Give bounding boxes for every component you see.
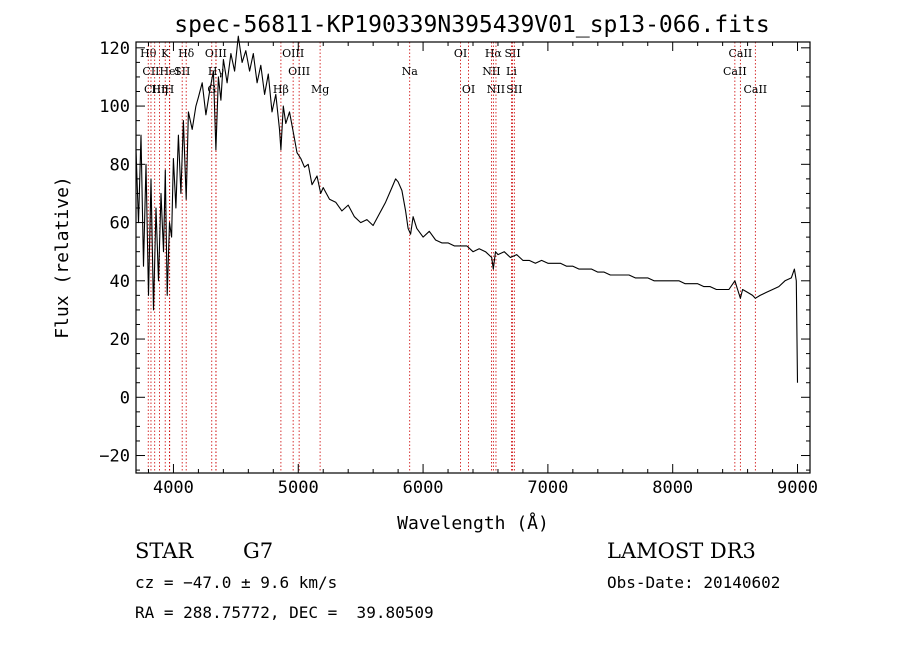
line-label-16: Na (402, 65, 419, 78)
line-label-18: OI (462, 83, 475, 96)
subclass: G7 (243, 539, 274, 563)
y-tick-label: 60 (110, 214, 130, 234)
object-class: STAR (135, 539, 194, 563)
redshift-velocity: cz = −47.0 ± 9.6 km/s (135, 573, 338, 592)
x-tick-label: 4000 (153, 478, 194, 498)
line-label-4: K (161, 47, 170, 60)
coordinates: RA = 288.75772, DEC = 39.80509 (135, 603, 434, 622)
line-label-22: SII (504, 47, 520, 60)
chart-title: spec-56811-KP190339N395439V01_sp13-066.f… (174, 12, 769, 38)
line-label-12: Hβ (273, 83, 289, 96)
line-label-7: SII (174, 65, 190, 78)
y-tick-label: 120 (99, 39, 130, 59)
line-label-14: OIII (288, 65, 310, 78)
x-tick-label: 5000 (278, 478, 319, 498)
x-tick-label: 6000 (403, 478, 444, 498)
line-label-6: H (165, 83, 175, 96)
y-tick-label: 80 (110, 155, 130, 175)
line-label-2: CIII (144, 83, 165, 96)
y-tick-label: 20 (110, 330, 130, 350)
line-label-26: CaII (723, 65, 747, 78)
line-label-11: G (207, 83, 216, 96)
line-label-13: OIII (282, 47, 304, 60)
line-label-8: Hδ (178, 47, 195, 60)
y-tick-label: 40 (110, 272, 130, 292)
line-label-3: Hη (151, 83, 167, 96)
line-label-23: Li (506, 65, 517, 78)
observation-date: Obs-Date: 20140602 (607, 573, 781, 592)
line-label-0: Hθ (140, 47, 157, 60)
line-label-19: Hα (485, 47, 503, 60)
survey-name: LAMOST DR3 (607, 539, 756, 563)
line-label-21: NII (487, 83, 505, 96)
line-label-27: CaII (743, 83, 767, 96)
line-label-15: Mg (311, 83, 329, 96)
y-tick-label: −20 (99, 447, 130, 467)
y-tick-label: 0 (120, 388, 130, 408)
y-tick-label: 100 (99, 97, 130, 117)
x-tick-label: 7000 (527, 478, 568, 498)
axis-ticks: 4000 5000 6000 7000 8000 9000 −20 0 20 40 60 80 100 1… (99, 39, 818, 498)
line-label-1: CII (142, 65, 159, 78)
line-label-20: NII (482, 65, 500, 78)
series-layer (135, 35, 799, 383)
x-axis-label: Wavelength (Å) (397, 512, 549, 534)
series-spectrum (135, 35, 799, 383)
line-label-17: OI (454, 47, 467, 60)
x-tick-label: 9000 (777, 478, 818, 498)
plot-frame (135, 41, 811, 474)
y-axis-label: Flux (relative) (52, 176, 73, 339)
x-tick-label: 8000 (652, 478, 693, 498)
line-label-24: SII (506, 83, 522, 96)
line-label-25: CaII (729, 47, 753, 60)
